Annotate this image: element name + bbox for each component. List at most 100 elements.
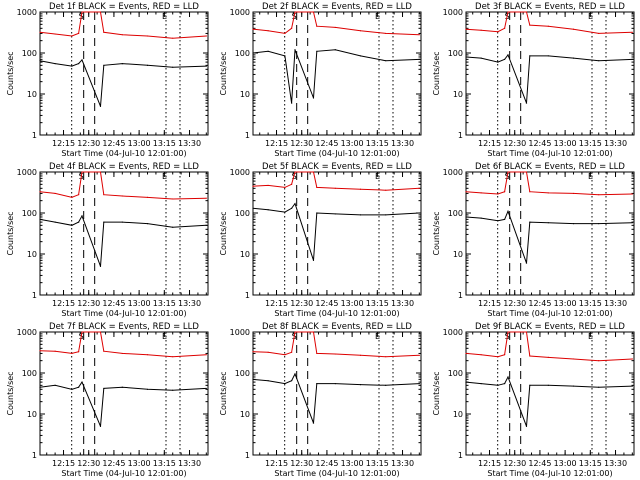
x-tick-label: 12:45 — [315, 139, 338, 148]
data-point-lld — [525, 11, 528, 13]
series-line-events — [252, 372, 420, 424]
data-point-lld — [312, 331, 315, 333]
x-tick-label: 12:15 — [52, 139, 75, 148]
data-point-events — [294, 373, 296, 375]
data-point-lld — [465, 28, 467, 30]
x-tick-label: 13:30 — [391, 139, 414, 148]
data-point-events — [385, 214, 387, 216]
x-tick-label: 12:30 — [77, 299, 100, 308]
x-tick-label: 13:15 — [366, 299, 389, 308]
data-point-lld — [267, 30, 269, 32]
data-point-events — [81, 215, 83, 217]
data-point-events — [572, 385, 575, 387]
x-axis-label: Start Time (04-Jul-10 12:01:00) — [274, 309, 399, 318]
data-point-lld — [359, 354, 362, 356]
data-point-lld — [497, 31, 499, 33]
data-point-events — [172, 389, 174, 391]
data-point-lld — [497, 356, 499, 358]
data-point-lld — [631, 358, 633, 360]
data-point-lld — [529, 24, 531, 26]
chart-title: Det 1f BLACK = Events, RED = LLD — [49, 2, 199, 12]
plot-frame — [465, 171, 635, 296]
data-point-events — [205, 224, 207, 226]
y-tick-label: 1000 — [230, 8, 250, 17]
data-point-events — [99, 425, 102, 427]
data-point-events — [631, 58, 633, 60]
y-tick-label: 100 — [22, 49, 37, 58]
chart-title: Det 7f BLACK = Events, RED = LLD — [49, 322, 199, 332]
series-line-lld — [465, 11, 633, 34]
series-line-lld — [465, 171, 633, 196]
end-marker-label: E — [375, 12, 380, 21]
data-point-lld — [172, 198, 174, 200]
data-point-events — [99, 105, 102, 107]
data-point-events — [54, 384, 56, 386]
y-axis-label: Counts/sec — [432, 371, 441, 415]
x-tick-label: 13:30 — [178, 139, 201, 148]
y-tick-label: 10 — [240, 90, 250, 99]
data-point-events — [267, 50, 269, 52]
data-point-events — [146, 388, 149, 390]
data-point-lld — [81, 331, 83, 333]
data-point-events — [54, 63, 56, 65]
data-point-lld — [631, 193, 633, 195]
y-tick-label: 10 — [27, 250, 37, 259]
data-point-lld — [572, 192, 575, 195]
y-tick-label: 1000 — [230, 328, 250, 337]
y-tick-label: 10 — [240, 410, 250, 419]
data-point-lld — [146, 196, 149, 199]
data-point-events — [465, 56, 467, 58]
data-point-lld — [205, 35, 207, 37]
series-line-lld — [252, 331, 420, 358]
series-line-lld — [39, 171, 207, 200]
data-point-lld — [312, 11, 315, 13]
end-marker-label: E — [162, 172, 167, 181]
end-marker-label: E — [375, 172, 380, 181]
data-point-events — [99, 265, 102, 267]
chart-panel-7: Det 7f BLACK = Events, RED = LLD 1 10 100 10… — [6, 322, 209, 478]
x-tick-label: 12:30 — [77, 459, 100, 468]
data-point-lld — [78, 351, 80, 353]
x-tick-label: 12:15 — [52, 299, 75, 308]
x-tick-label: 13:30 — [391, 459, 414, 468]
x-tick-label: 12:30 — [503, 299, 526, 308]
data-point-events — [507, 376, 509, 378]
data-point-events — [316, 212, 318, 214]
chart-panel-2: Det 2f BLACK = Events, RED = LLD 1 10 100 10… — [219, 2, 422, 158]
x-tick-label: 13:30 — [604, 459, 627, 468]
data-point-events — [146, 64, 149, 66]
end-marker-label: E — [162, 332, 167, 341]
data-point-events — [418, 383, 420, 385]
data-point-events — [525, 262, 528, 264]
data-point-events — [103, 221, 105, 223]
data-point-events — [284, 383, 286, 385]
series-line-events — [465, 209, 633, 264]
data-point-events — [334, 213, 336, 215]
x-axis-label: Start Time (04-Jul-10 12:01:00) — [274, 469, 399, 478]
data-point-lld — [598, 360, 600, 362]
data-point-lld — [334, 26, 336, 29]
data-point-events — [312, 259, 315, 261]
data-point-lld — [418, 187, 420, 189]
data-point-lld — [294, 11, 296, 13]
y-tick-label: 10 — [453, 410, 463, 419]
series-line-events — [39, 58, 207, 107]
data-point-lld — [39, 31, 41, 33]
data-point-lld — [334, 187, 336, 189]
x-tick-label: 12:30 — [290, 139, 313, 148]
data-point-lld — [81, 171, 83, 173]
data-point-events — [334, 49, 336, 51]
plot-frame — [39, 11, 209, 136]
data-point-events — [504, 58, 506, 60]
y-axis-label: Counts/sec — [219, 371, 228, 415]
data-point-lld — [146, 35, 149, 37]
chart-panel-3: Det 3f BLACK = Events, RED = LLD 1 10 100 10… — [432, 2, 635, 158]
x-tick-label: 12:15 — [265, 459, 288, 468]
data-point-lld — [267, 184, 269, 187]
data-point-lld — [291, 351, 293, 353]
data-point-lld — [121, 352, 123, 355]
data-point-lld — [99, 11, 102, 13]
data-point-lld — [316, 352, 318, 355]
y-tick-label: 100 — [448, 209, 463, 218]
